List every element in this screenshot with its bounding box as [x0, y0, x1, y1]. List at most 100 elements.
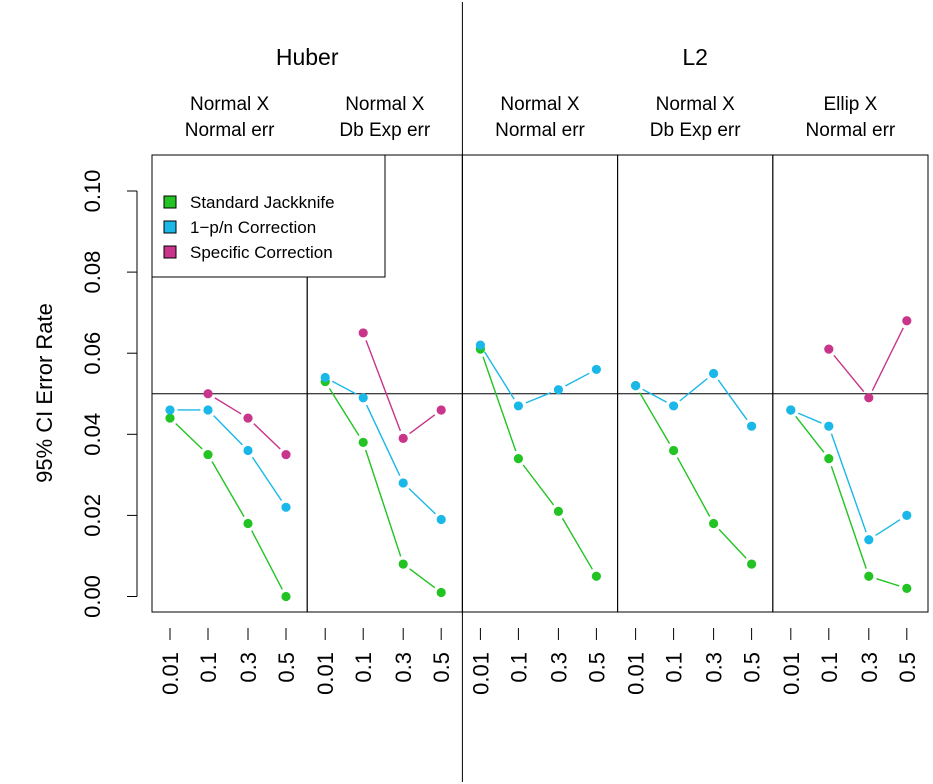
- data-point-correction: [320, 372, 330, 383]
- data-point-standard: [436, 587, 446, 598]
- series-segment-standard: [365, 449, 402, 557]
- series-segment-correction: [875, 519, 901, 537]
- data-point-correction: [243, 445, 253, 456]
- data-point-correction: [786, 405, 796, 415]
- group-title: Huber: [276, 44, 339, 70]
- series-segment-correction: [565, 372, 590, 387]
- data-point-correction: [358, 393, 368, 403]
- x-tick-label: 0.01: [779, 652, 804, 695]
- data-point-standard: [553, 506, 564, 516]
- x-tick-label: 0.5: [429, 652, 454, 683]
- series-segment-correction: [213, 415, 243, 446]
- data-point-correction: [591, 364, 602, 375]
- data-point-specific: [203, 389, 213, 399]
- panel-title-line1: Normal X: [656, 94, 736, 115]
- series-segment-standard: [251, 530, 283, 590]
- series-points: [165, 316, 912, 602]
- series-segment-standard: [561, 517, 593, 570]
- data-point-standard: [243, 518, 253, 529]
- series-lines: [175, 327, 904, 590]
- x-tick-label: 0.5: [584, 652, 609, 683]
- data-point-correction: [864, 535, 874, 545]
- panel-title-line2: Normal err: [185, 120, 275, 141]
- data-point-standard: [281, 591, 291, 602]
- series-segment-standard: [795, 415, 825, 453]
- x-tick-label: 0.1: [196, 652, 221, 683]
- series-segment-specific: [833, 354, 865, 393]
- x-tick-label: 0.01: [158, 652, 183, 695]
- data-point-specific: [398, 433, 408, 443]
- x-tick-label: 0.3: [391, 652, 416, 683]
- y-tick-label: 0.04: [80, 413, 105, 456]
- data-point-standard: [591, 571, 602, 581]
- x-tick-label: 0.1: [506, 652, 531, 683]
- series-segment-correction: [484, 351, 515, 400]
- series-segment-correction: [365, 404, 401, 477]
- series-segment-standard: [211, 461, 245, 517]
- series-segment-standard: [718, 528, 747, 559]
- legend-label-standard: Standard Jackknife: [190, 193, 335, 212]
- panel-title-line2: Normal err: [495, 120, 585, 141]
- data-point-correction: [747, 421, 757, 431]
- data-point-standard: [165, 413, 175, 423]
- x-tick-label: 0.01: [468, 652, 493, 695]
- legend-swatch-standard: [163, 195, 177, 209]
- panel-title-line2: Db Exp err: [339, 120, 430, 141]
- legend: Standard Jackknife 1−p/n Correction Specif…: [151, 154, 386, 278]
- data-point-standard: [203, 449, 213, 460]
- series-segment-standard: [328, 387, 360, 436]
- data-point-specific: [824, 344, 834, 354]
- x-tick-label: 0.5: [740, 652, 765, 683]
- data-point-correction: [553, 385, 564, 395]
- series-segment-standard: [676, 457, 711, 517]
- data-point-correction: [475, 340, 485, 350]
- data-point-correction: [281, 502, 291, 512]
- data-point-correction: [669, 401, 679, 411]
- data-point-standard: [747, 559, 757, 569]
- panel-frame: [617, 154, 774, 613]
- data-point-standard: [902, 583, 912, 593]
- series-segment-standard: [876, 577, 900, 587]
- data-point-correction: [513, 401, 524, 411]
- panel-title-line1: Normal X: [500, 94, 580, 115]
- y-tick-label: 0.06: [80, 332, 105, 375]
- series-segment-correction: [679, 377, 708, 402]
- legend-label-specific: Specific Correction: [190, 243, 333, 262]
- y-tick-label: 0.02: [80, 494, 105, 537]
- series-segment-correction: [251, 456, 283, 502]
- data-point-specific: [864, 393, 874, 403]
- x-tick-label: 0.1: [662, 652, 687, 683]
- series-segment-standard: [409, 568, 436, 589]
- x-tick-label: 0.5: [895, 652, 920, 683]
- series-segment-correction: [717, 379, 748, 421]
- series-segment-correction: [331, 380, 357, 395]
- series-segment-standard: [482, 356, 517, 452]
- x-tick-label: 0.3: [702, 652, 727, 683]
- x-tick-label: 0.1: [817, 652, 842, 683]
- series-segment-standard: [522, 464, 555, 506]
- series-segment-specific: [214, 397, 242, 415]
- panel-title-line2: Normal err: [806, 120, 896, 141]
- panel-title-line2: Db Exp err: [650, 120, 741, 141]
- data-point-specific: [902, 316, 912, 326]
- legend-label-correction: 1−p/n Correction: [190, 218, 316, 237]
- data-point-standard: [824, 454, 834, 464]
- data-point-correction: [436, 514, 446, 525]
- legend-swatch-specific: [163, 245, 177, 259]
- x-tick-label: 0.01: [624, 652, 649, 695]
- x-tick-label: 0.01: [313, 652, 338, 695]
- data-point-standard: [358, 437, 368, 448]
- series-segment-specific: [253, 423, 281, 450]
- data-point-correction: [709, 368, 719, 379]
- panel-title-line1: Ellip X: [823, 94, 877, 115]
- series-segment-correction: [525, 392, 552, 404]
- x-tick-label: 0.3: [546, 652, 571, 683]
- panel-frame: [461, 154, 619, 613]
- series-segment-standard: [639, 392, 671, 444]
- series-segment-correction: [797, 412, 822, 424]
- series-segment-correction: [830, 433, 867, 533]
- x-tick-label: 0.5: [274, 652, 299, 683]
- data-point-correction: [631, 381, 641, 391]
- y-axis-label: 95% CI Error Rate: [32, 303, 57, 483]
